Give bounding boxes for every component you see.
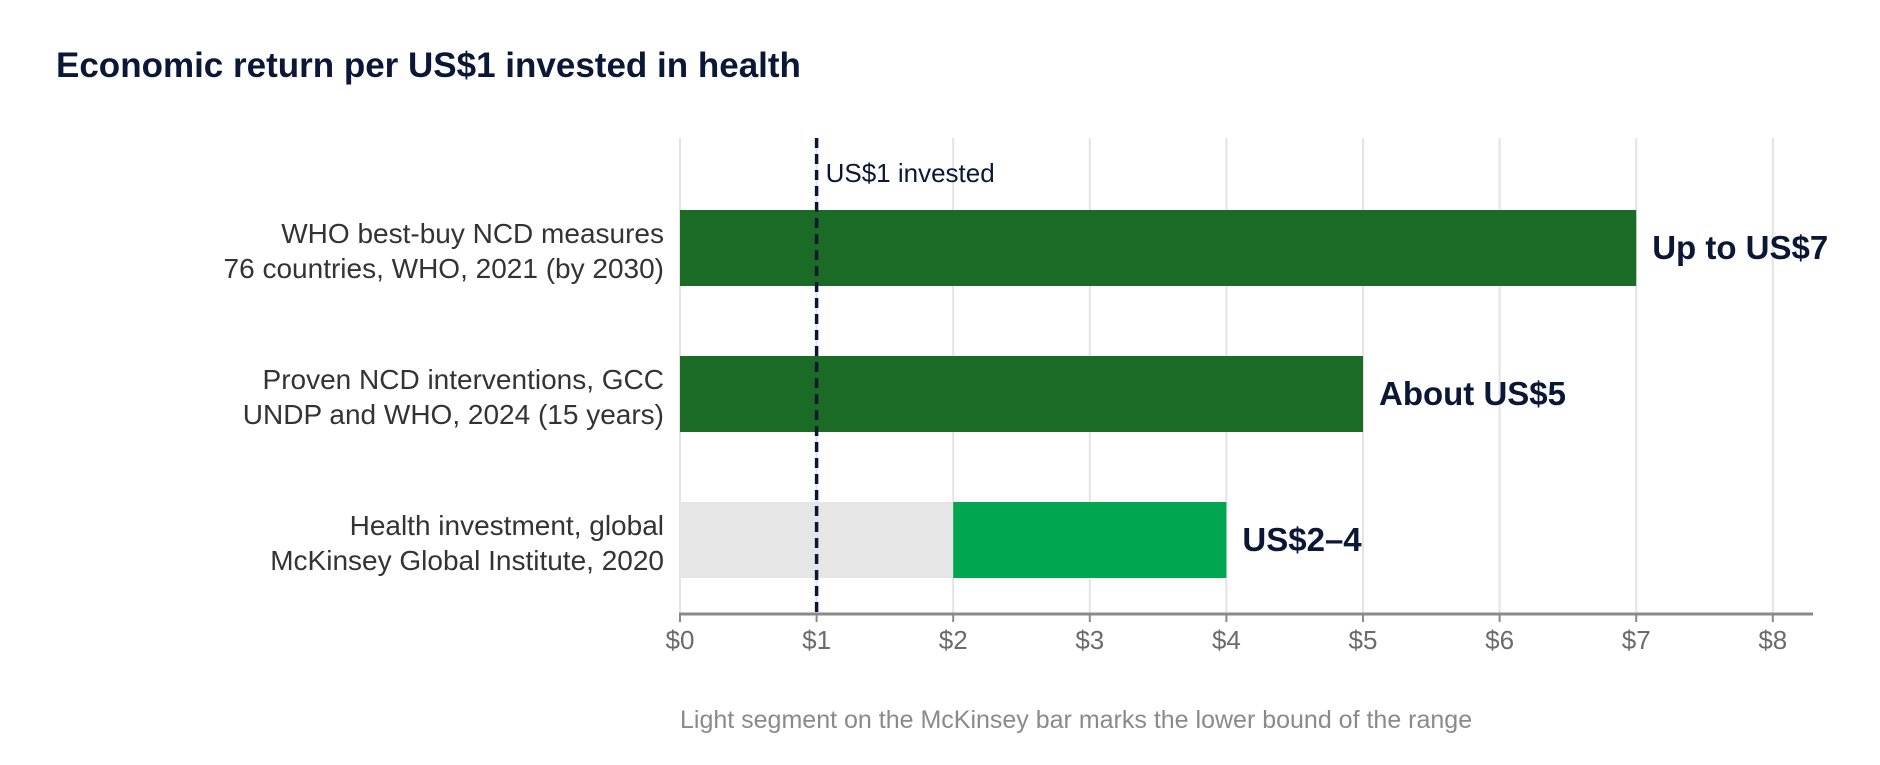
category-label-0-line1: WHO best-buy NCD measures <box>281 218 664 249</box>
bar-0 <box>680 210 1637 286</box>
x-tick-label-8: $8 <box>1758 625 1787 655</box>
x-tick-label-5: $5 <box>1349 625 1378 655</box>
x-tick-label-1: $1 <box>802 625 831 655</box>
chart-title: Economic return per US$1 invested in hea… <box>56 46 801 85</box>
bar-value-label-2: US$2–4 <box>1242 521 1362 558</box>
bar-value-label-0: Up to US$7 <box>1652 229 1828 266</box>
bar-1 <box>680 356 1363 432</box>
category-label-1-line2: UNDP and WHO, 2024 (15 years) <box>243 399 664 430</box>
x-tick-label-7: $7 <box>1622 625 1651 655</box>
category-label-1-line1: Proven NCD interventions, GCC <box>263 364 664 395</box>
bar-range-segment-2 <box>953 502 1227 578</box>
category-label-2-line2: McKinsey Global Institute, 2020 <box>270 545 664 576</box>
reference-line-label: US$1 invested <box>826 158 995 188</box>
category-label-2-line1: Health investment, global <box>350 510 664 541</box>
chart-footnote: Light segment on the McKinsey bar marks … <box>680 706 1473 734</box>
x-tick-label-2: $2 <box>939 625 968 655</box>
category-label-0-line2: 76 countries, WHO, 2021 (by 2030) <box>224 253 664 284</box>
bar-value-label-1: About US$5 <box>1379 375 1566 412</box>
x-tick-label-6: $6 <box>1485 625 1514 655</box>
x-tick-label-4: $4 <box>1212 625 1241 655</box>
x-tick-label-0: $0 <box>666 625 695 655</box>
x-tick-label-3: $3 <box>1075 625 1104 655</box>
